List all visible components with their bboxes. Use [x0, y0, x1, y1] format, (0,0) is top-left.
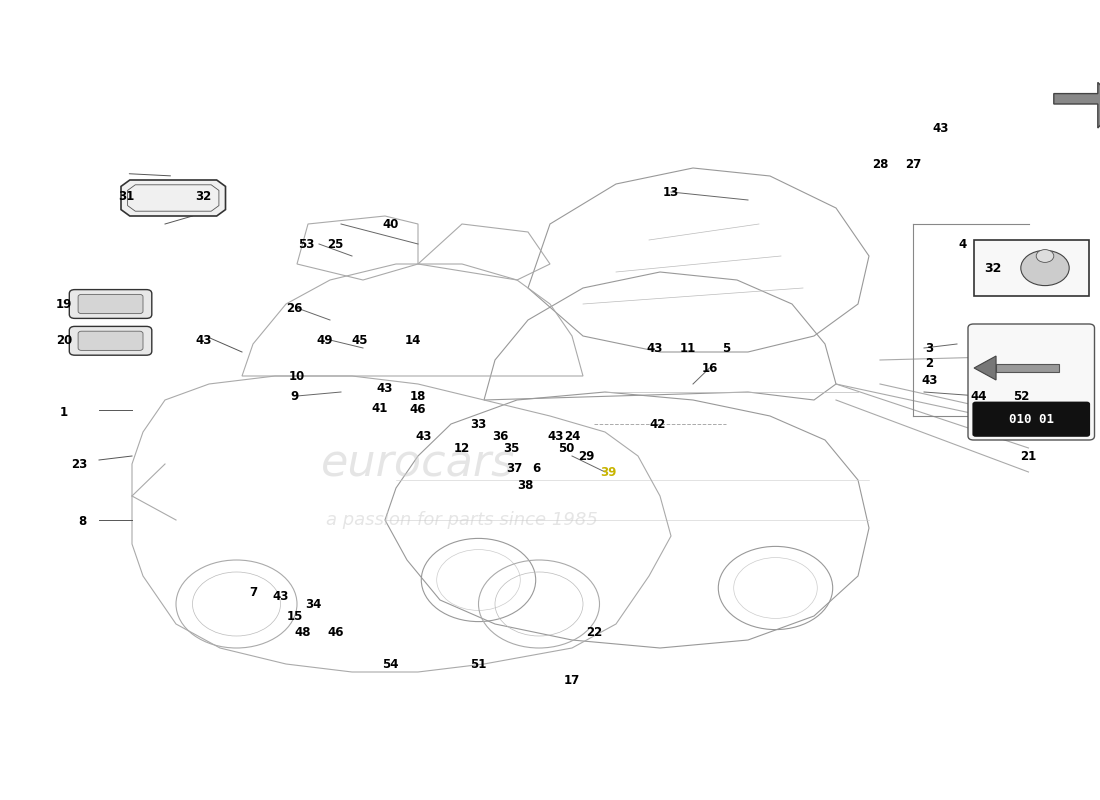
Text: 5: 5 [722, 342, 730, 354]
FancyBboxPatch shape [69, 290, 152, 318]
Polygon shape [975, 356, 997, 380]
Text: 27: 27 [905, 158, 921, 170]
Text: 9: 9 [290, 390, 299, 402]
FancyBboxPatch shape [69, 326, 152, 355]
Text: 53: 53 [298, 238, 314, 250]
Text: 43: 43 [548, 430, 563, 442]
Text: 32: 32 [984, 262, 1002, 274]
Text: 16: 16 [702, 362, 717, 374]
Text: 1: 1 [59, 406, 68, 418]
Text: 11: 11 [680, 342, 695, 354]
Text: 7: 7 [249, 586, 257, 598]
Text: 13: 13 [663, 186, 679, 198]
Text: 8: 8 [78, 515, 87, 528]
Text: 12: 12 [454, 442, 470, 454]
Polygon shape [997, 364, 1058, 372]
Text: 34: 34 [306, 598, 321, 610]
Text: 43: 43 [922, 374, 937, 386]
FancyBboxPatch shape [968, 324, 1094, 440]
Text: 21: 21 [1021, 450, 1036, 462]
Text: 19: 19 [56, 298, 72, 310]
Text: 46: 46 [409, 403, 427, 416]
Text: 29: 29 [579, 450, 594, 462]
Text: 41: 41 [372, 402, 387, 414]
Text: 43: 43 [416, 430, 431, 442]
Text: 20: 20 [56, 334, 72, 346]
Text: 44: 44 [970, 390, 988, 402]
Text: 40: 40 [383, 218, 398, 230]
Text: 52: 52 [1013, 390, 1028, 402]
Text: 36: 36 [493, 430, 508, 442]
Text: 32: 32 [196, 190, 211, 202]
Text: 39: 39 [601, 466, 616, 478]
Text: 31: 31 [119, 190, 134, 202]
Text: 4: 4 [958, 238, 967, 250]
FancyBboxPatch shape [78, 294, 143, 314]
Text: eurocars: eurocars [321, 442, 515, 486]
Polygon shape [121, 180, 226, 216]
Text: 33: 33 [471, 418, 486, 430]
Text: 42: 42 [650, 418, 666, 430]
FancyBboxPatch shape [972, 402, 1090, 437]
Circle shape [1036, 250, 1054, 262]
Polygon shape [1054, 82, 1100, 128]
Text: 15: 15 [287, 610, 303, 622]
Text: a passion for parts since 1985: a passion for parts since 1985 [326, 511, 598, 529]
Text: 6: 6 [532, 462, 541, 474]
Text: 43: 43 [273, 590, 288, 602]
Text: 17: 17 [564, 674, 580, 686]
Text: 43: 43 [933, 122, 948, 134]
Text: 2: 2 [925, 358, 934, 370]
Text: 49: 49 [317, 334, 332, 346]
Text: 45: 45 [352, 334, 367, 346]
Text: 48: 48 [295, 626, 310, 638]
Text: 25: 25 [328, 238, 343, 250]
Text: 28: 28 [872, 158, 888, 170]
Text: 37: 37 [507, 462, 522, 474]
Text: 10: 10 [289, 370, 305, 382]
Text: 23: 23 [72, 458, 87, 470]
Text: 22: 22 [586, 626, 602, 638]
Text: 43: 43 [196, 334, 211, 346]
FancyBboxPatch shape [78, 331, 143, 350]
Text: 43: 43 [377, 382, 393, 394]
Circle shape [1021, 250, 1069, 286]
Text: 51: 51 [471, 658, 486, 670]
FancyBboxPatch shape [974, 240, 1089, 296]
Text: 35: 35 [504, 442, 519, 454]
Text: 54: 54 [383, 658, 398, 670]
Text: 24: 24 [564, 430, 580, 442]
Text: 14: 14 [405, 334, 420, 346]
Text: 38: 38 [518, 479, 534, 492]
Text: 3: 3 [925, 342, 934, 354]
Text: 46: 46 [328, 626, 343, 638]
Text: 26: 26 [287, 302, 303, 314]
Text: 43: 43 [647, 342, 662, 354]
Text: 18: 18 [410, 390, 426, 402]
Text: 30: 30 [1021, 418, 1036, 430]
Text: 50: 50 [559, 442, 574, 454]
Text: 010 01: 010 01 [1009, 413, 1054, 426]
